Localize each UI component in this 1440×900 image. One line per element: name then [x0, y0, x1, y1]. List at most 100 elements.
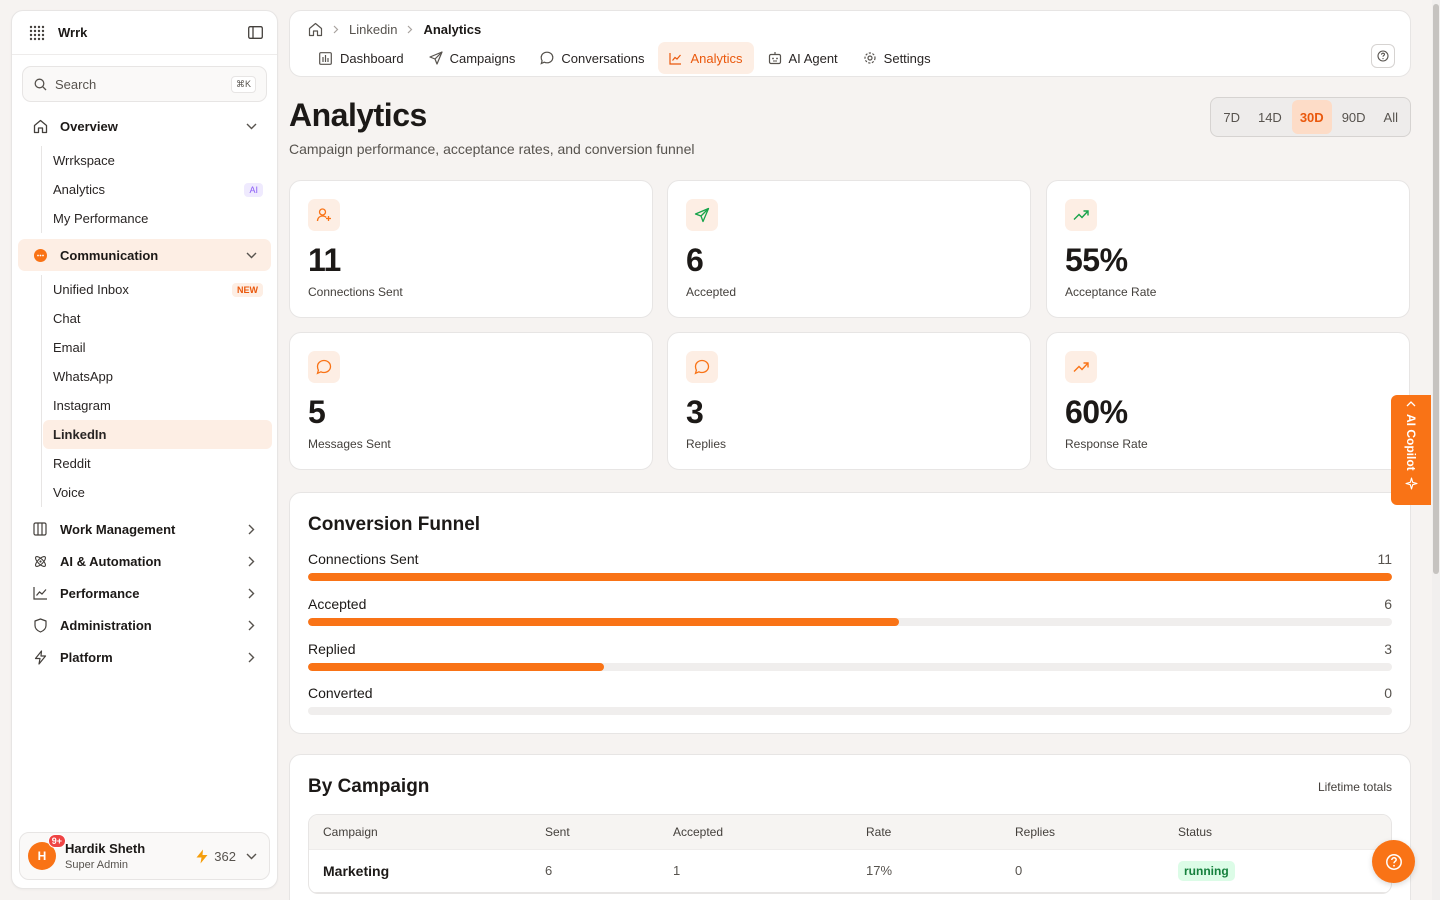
tab-label: Campaigns [449, 50, 516, 66]
funnel-row-label: Replied [308, 641, 356, 657]
sidebar-item-chat[interactable]: Chat [43, 304, 272, 333]
chevron-down-icon [245, 120, 257, 132]
nav-group-performance[interactable]: Performance [18, 577, 271, 609]
nav-group-work-management[interactable]: Work Management [18, 513, 271, 545]
accepted-cell: 1 [659, 848, 852, 893]
sidebar-item-my-performance[interactable]: My Performance [43, 204, 272, 233]
sidebar-item-label: LinkedIn [53, 427, 107, 442]
chevron-right-icon [407, 25, 413, 34]
scrollbar-thumb[interactable] [1433, 4, 1439, 574]
tab-campaigns[interactable]: Campaigns [418, 42, 527, 74]
column-header-replies[interactable]: Replies [1015, 824, 1056, 839]
stat-label: Replies [686, 437, 727, 451]
chevron-right-icon [245, 587, 257, 599]
chevron-right-icon [333, 25, 339, 34]
status-cell: running [1164, 848, 1391, 893]
page-scrollbar[interactable] [1432, 0, 1440, 900]
sidebar-item-wrrkspace[interactable]: Wrrkspace [43, 146, 272, 175]
tab-conversations[interactable]: Conversations [529, 42, 655, 74]
nav-group-label: Performance [60, 585, 140, 601]
chevron-down-icon [245, 249, 257, 261]
date-range-selector: 7D 14D 30D 90D All [1210, 97, 1411, 137]
atom-icon [32, 553, 48, 569]
sidebar-item-reddit[interactable]: Reddit [43, 449, 272, 478]
column-header-rate[interactable]: Rate [866, 824, 892, 839]
column-header-sent[interactable]: Sent [545, 824, 570, 839]
tab-analytics[interactable]: Analytics [658, 42, 754, 74]
sidebar-item-label: Instagram [53, 398, 111, 413]
sidebar-item-label: Reddit [53, 456, 91, 471]
line-chart-icon [32, 585, 48, 601]
gear-icon [863, 51, 877, 65]
breadcrumb-parent[interactable]: Linkedin [349, 22, 398, 37]
funnel-bar-track [308, 663, 1392, 671]
status-badge: running [1178, 861, 1235, 881]
range-30d-button[interactable]: 30D [1291, 100, 1332, 134]
shield-icon [32, 617, 48, 633]
sidebar-item-linkedin[interactable]: LinkedIn [43, 420, 272, 449]
sidebar-item-analytics[interactable]: Analytics AI [43, 175, 272, 204]
ai-copilot-tab[interactable]: AI Copilot [1391, 395, 1431, 505]
column-header-status[interactable]: Status [1178, 824, 1213, 839]
stat-value: 6 [686, 242, 704, 278]
conversion-funnel-card: Conversion Funnel Connections Sent 11 Acc… [289, 492, 1411, 734]
nav-group-platform[interactable]: Platform [18, 641, 271, 673]
sidebar-item-unified-inbox[interactable]: Unified Inbox NEW [43, 275, 272, 304]
chevron-right-icon [245, 619, 257, 631]
nav-group-overview[interactable]: Overview [18, 110, 271, 142]
ai-copilot-label: AI Copilot [1404, 414, 1418, 471]
sidebar-item-voice[interactable]: Voice [43, 478, 272, 507]
credits-counter: 362 [196, 849, 236, 864]
sidebar-item-email[interactable]: Email [43, 333, 272, 362]
tab-bar: Dashboard Campaigns Conversations Analyt… [308, 42, 945, 74]
range-all-button[interactable]: All [1383, 109, 1398, 125]
chart-icon [669, 51, 683, 65]
stat-card-accepted: 6 Accepted [667, 180, 1031, 318]
range-14d-button[interactable]: 14D [1257, 109, 1282, 125]
tab-dashboard[interactable]: Dashboard [308, 42, 415, 74]
sidebar-item-label: Unified Inbox [53, 282, 129, 297]
sidebar-item-whatsapp[interactable]: WhatsApp [43, 362, 272, 391]
search-input[interactable] [55, 76, 231, 92]
nav-group-label: Communication [60, 247, 159, 263]
page-title: Analytics [289, 97, 427, 133]
search-box[interactable]: ⌘K [22, 66, 267, 102]
funnel-bar-track [308, 707, 1392, 715]
tab-label: Analytics [690, 50, 743, 66]
page-subtitle: Campaign performance, acceptance rates, … [289, 141, 695, 157]
stat-value: 60% [1065, 394, 1128, 430]
nav-group-ai-automation[interactable]: AI & Automation [18, 545, 271, 577]
table-row[interactable]: Marketing 6 1 17% 0 running [309, 848, 1391, 893]
funnel-row: Replied 3 [308, 641, 1392, 671]
funnel-rows: Connections Sent 11 Accepted 6 Replied 3 Co… [308, 551, 1392, 715]
user-plus-icon [308, 199, 340, 231]
funnel-row: Accepted 6 [308, 596, 1392, 626]
user-menu[interactable]: H 9+ Hardik Sheth Super Admin 362 [19, 832, 270, 880]
stat-card-messages-sent: 5 Messages Sent [289, 332, 653, 470]
tab-settings[interactable]: Settings [852, 42, 942, 74]
help-button[interactable] [1371, 44, 1395, 68]
nav-group-administration[interactable]: Administration [18, 609, 271, 641]
nav-group-communication[interactable]: Communication [18, 239, 271, 271]
sidebar-item-instagram[interactable]: Instagram [43, 391, 272, 420]
tab-label: Dashboard [340, 50, 404, 66]
help-icon [1377, 50, 1389, 62]
user-role: Super Admin [65, 859, 128, 871]
range-90d-button[interactable]: 90D [1341, 109, 1366, 125]
column-header-campaign[interactable]: Campaign [323, 824, 378, 839]
support-button[interactable] [1372, 840, 1415, 883]
home-icon[interactable] [308, 22, 323, 37]
sidebar-toggle-icon[interactable] [247, 25, 263, 41]
stat-label: Accepted [686, 285, 737, 299]
tab-ai-agent[interactable]: AI Agent [757, 42, 849, 74]
stat-label: Acceptance Rate [1065, 285, 1157, 299]
funnel-row-value: 11 [1377, 551, 1392, 567]
top-bar: Linkedin Analytics Dashboard Campaigns C… [289, 10, 1411, 77]
stat-card-replies: 3 Replies [667, 332, 1031, 470]
range-7d-button[interactable]: 7D [1223, 109, 1240, 125]
user-info: Hardik Sheth Super Admin [65, 841, 196, 871]
column-header-accepted[interactable]: Accepted [673, 824, 724, 839]
funnel-row-value: 3 [1384, 641, 1392, 657]
tab-label: Conversations [561, 50, 645, 66]
avatar: H 9+ [28, 834, 66, 870]
